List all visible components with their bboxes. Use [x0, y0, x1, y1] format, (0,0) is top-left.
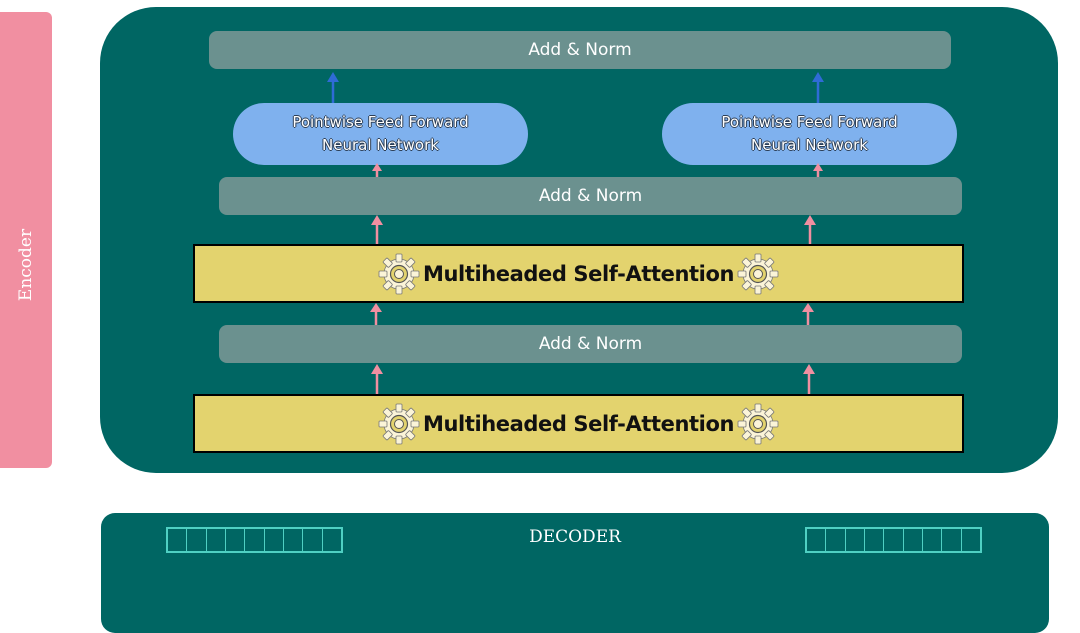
arrow-up-icon [812, 72, 824, 103]
attention-block-upper: Multiheaded Self-Attention [193, 244, 964, 303]
ffn-left: Pointwise Feed Forward Neural Network [233, 103, 528, 165]
arrow-up-icon [327, 72, 339, 103]
encoder-label: Encoder [16, 228, 36, 302]
vector-cell [303, 529, 323, 551]
add-norm-top: Add & Norm [209, 31, 951, 69]
vector-cell [846, 529, 865, 551]
ffn-right-line1: Pointwise Feed Forward [721, 113, 898, 131]
ffn-right: Pointwise Feed Forward Neural Network [662, 103, 957, 165]
attention-block-lower: Multiheaded Self-Attention [193, 394, 964, 453]
arrow-up-icon [370, 303, 382, 325]
vector-cell [323, 529, 341, 551]
vector-cell [168, 529, 188, 551]
gear-icon [378, 403, 420, 444]
add-norm-middle: Add & Norm [219, 177, 962, 215]
attention-title-lower: Multiheaded Self-Attention [422, 411, 735, 436]
ffn-right-line2: Neural Network [751, 136, 868, 154]
gear-icon [737, 253, 779, 294]
vector-cell [904, 529, 923, 551]
arrow-up-icon [371, 364, 383, 394]
vector-cell [187, 529, 207, 551]
ffn-left-line1: Pointwise Feed Forward [292, 113, 469, 131]
arrow-up-icon [813, 163, 823, 177]
vector-cell [245, 529, 265, 551]
add-norm-lower: Add & Norm [219, 325, 962, 363]
gear-icon [737, 403, 779, 444]
arrow-up-icon [802, 303, 814, 325]
vector-cell [807, 529, 827, 551]
arrow-up-icon [804, 215, 816, 244]
decoder-label: DECODER [529, 527, 621, 547]
attention-title-upper: Multiheaded Self-Attention [422, 261, 735, 286]
decoder-block: DECODER [101, 513, 1049, 633]
ffn-left-line2: Neural Network [322, 136, 439, 154]
vector-cell [284, 529, 304, 551]
vector-cell [826, 529, 846, 551]
arrow-up-icon [371, 215, 383, 244]
vector-cell [265, 529, 284, 551]
decoder-vector-left [166, 527, 343, 553]
decoder-vector-right [805, 527, 982, 553]
vector-cell [884, 529, 904, 551]
encoder-side-label-bar: Encoder [0, 12, 52, 468]
vector-cell [942, 529, 962, 551]
vector-cell [923, 529, 943, 551]
vector-cell [207, 529, 226, 551]
vector-cell [226, 529, 246, 551]
arrow-up-icon [372, 163, 382, 177]
vector-cell [865, 529, 885, 551]
arrow-up-icon [803, 364, 815, 394]
gear-icon [378, 253, 420, 294]
vector-cell [962, 529, 980, 551]
